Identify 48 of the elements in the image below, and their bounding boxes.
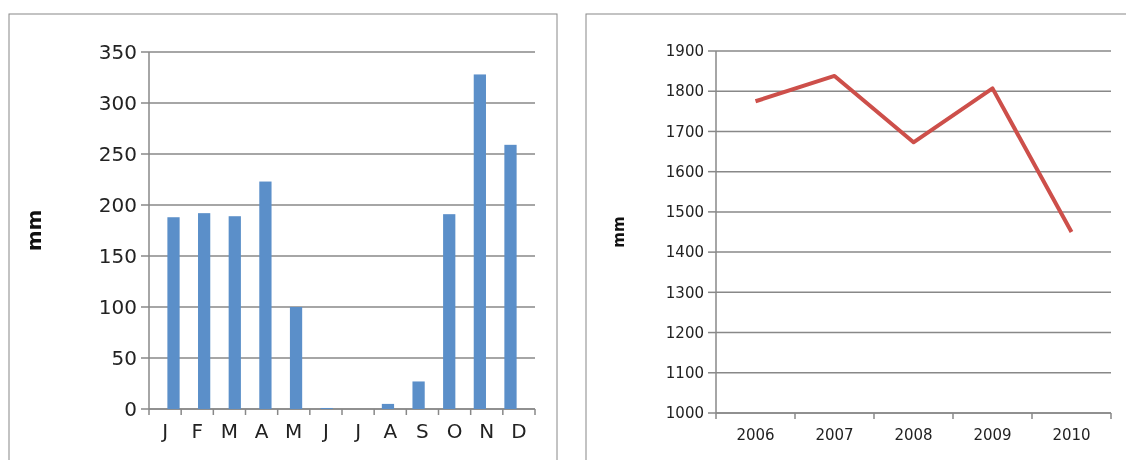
x-tick-label: J — [160, 419, 169, 443]
x-tick-label: N — [479, 419, 495, 443]
y-axis-title: mm — [610, 216, 628, 248]
x-tick-label: M — [285, 419, 303, 443]
bar — [198, 213, 211, 409]
x-tick-label: 2006 — [736, 426, 775, 445]
y-tick-label: 1400 — [665, 243, 704, 262]
y-tick-label: 1300 — [665, 283, 704, 302]
y-tick-label: 350 — [98, 40, 137, 64]
y-tick-label: 1800 — [665, 82, 704, 101]
y-axis-title: mm — [22, 209, 46, 252]
x-tick-label: 2010 — [1052, 426, 1091, 445]
x-tick-label: F — [191, 419, 204, 443]
y-tick-label: 1500 — [665, 203, 704, 222]
y-tick-label: 100 — [98, 295, 137, 319]
bar — [473, 74, 486, 409]
bar — [289, 307, 303, 409]
x-tick-label: J — [320, 419, 329, 443]
x-tick-label: S — [416, 419, 429, 443]
bar — [381, 403, 395, 409]
y-tick-label: 1200 — [665, 323, 704, 342]
x-tick-label: 2008 — [894, 426, 933, 445]
x-tick-label: A — [254, 419, 269, 443]
y-tick-label: 1100 — [665, 364, 704, 383]
bar — [412, 381, 425, 409]
y-tick-label: 200 — [98, 193, 137, 217]
x-tick-label: D — [511, 419, 527, 443]
y-tick-label: 250 — [98, 142, 137, 166]
y-tick-label: 1000 — [665, 404, 704, 423]
bar — [443, 214, 456, 409]
x-tick-label: 2007 — [815, 426, 854, 445]
bar — [504, 144, 517, 409]
x-tick-label: 2009 — [973, 426, 1012, 445]
y-tick-label: 1900 — [665, 42, 704, 61]
x-tick-label: M — [220, 419, 239, 443]
bar — [167, 217, 180, 409]
y-tick-label: 1600 — [665, 162, 704, 181]
y-tick-label: 50 — [111, 346, 137, 370]
line-series — [753, 73, 1074, 234]
y-tick-label: 300 — [98, 91, 137, 115]
y-tick-label: 150 — [98, 244, 137, 268]
y-tick-label: 1700 — [665, 122, 704, 141]
bar — [259, 181, 272, 409]
x-tick-label: A — [383, 419, 398, 443]
x-tick-label: O — [446, 419, 463, 443]
bar — [228, 216, 241, 409]
x-tick-label: J — [353, 419, 362, 443]
y-tick-label: 0 — [124, 397, 137, 421]
